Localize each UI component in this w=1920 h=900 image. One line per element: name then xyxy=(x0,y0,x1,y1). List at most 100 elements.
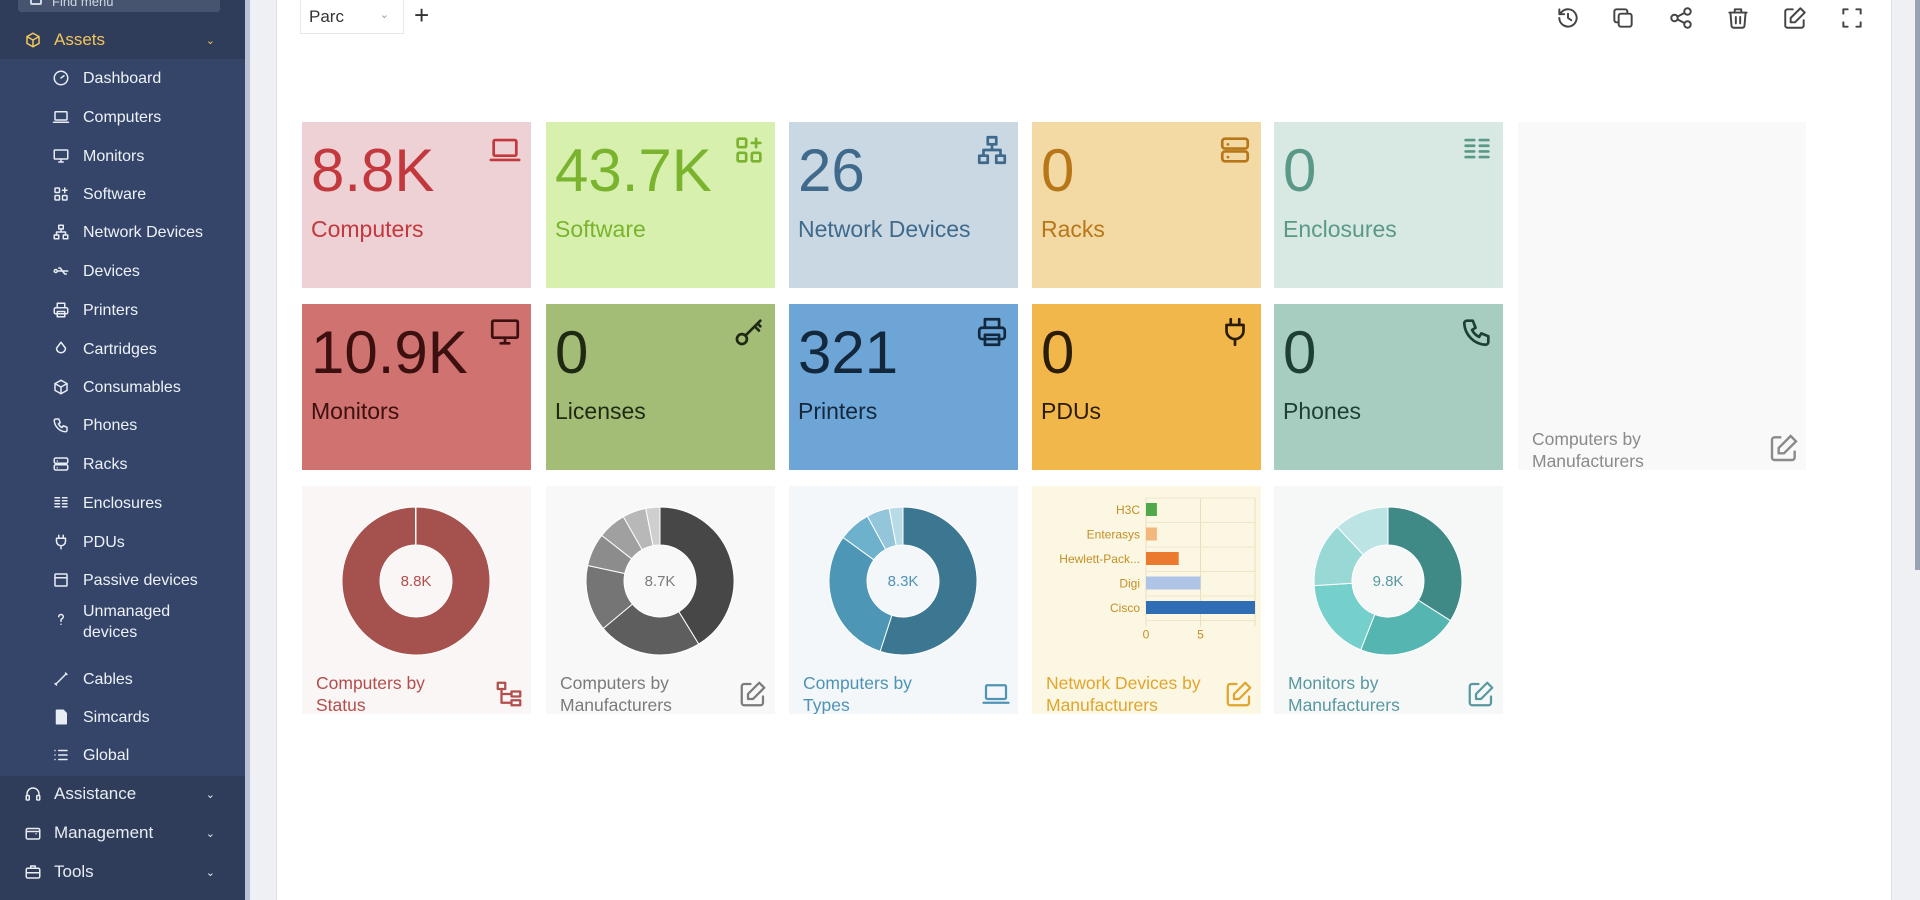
sidebar-item-passive-devices[interactable]: Passive devices xyxy=(0,561,245,599)
sidebar-item-label: Devices xyxy=(83,263,140,280)
sidebar-item-racks[interactable]: Racks xyxy=(0,445,245,483)
stat-card-monitors[interactable]: 10.9K Monitors xyxy=(302,304,531,470)
fullscreen-button[interactable] xyxy=(1838,6,1866,34)
sidebar-item-label: Simcards xyxy=(83,709,150,726)
sidebar-section-tools[interactable]: Tools ⌄ xyxy=(0,853,245,891)
sidebar-item-cartridges[interactable]: Cartridges xyxy=(0,330,245,368)
find-menu-input[interactable]: Find menu xyxy=(18,0,220,12)
stat-card-licenses[interactable]: 0 Licenses xyxy=(546,304,775,470)
sidebar-item-label: PDUs xyxy=(83,534,125,551)
dashboard-select-value: Parc xyxy=(309,7,344,26)
pie-slice[interactable] xyxy=(659,506,735,645)
stat-label: Network Devices xyxy=(798,216,971,242)
sidebar-item-pdus[interactable]: PDUs xyxy=(0,523,245,561)
server-icon xyxy=(1215,130,1255,170)
chart-card-monitors-by-manufacturers[interactable]: 9.8K Monitors by Manufacturers xyxy=(1274,486,1503,714)
pie-slice[interactable] xyxy=(879,506,978,656)
pie-slice[interactable] xyxy=(1387,506,1463,622)
pie-slice[interactable] xyxy=(828,536,893,653)
edit-icon[interactable] xyxy=(737,678,769,710)
chart-card-network-devices-by-manufacturers[interactable]: H3C Enterasys Hewlett-Pack... Digi Cisco 0 5 Ne… xyxy=(1032,486,1261,714)
bar[interactable] xyxy=(1146,576,1201,590)
stat-label: Licenses xyxy=(555,398,646,424)
stat-card-computers[interactable]: 8.8K Computers xyxy=(302,122,531,288)
sidebar-item-software[interactable]: Software xyxy=(0,175,245,213)
edit-icon[interactable] xyxy=(1768,432,1800,464)
sidebar-item-label: Dashboard xyxy=(83,70,162,87)
chart-card-computers-by-status[interactable]: 8.8K Computers by Status xyxy=(302,486,531,714)
trash-button[interactable] xyxy=(1724,6,1752,34)
stat-value: 0 xyxy=(1041,137,1075,204)
chart-center-label: 8.3K xyxy=(888,573,919,590)
sidebar-item-monitors[interactable]: Monitors xyxy=(0,137,245,175)
pie-slice[interactable] xyxy=(414,506,417,546)
sidebar-item-network-devices[interactable]: Network Devices xyxy=(0,213,245,251)
pie-slice[interactable] xyxy=(341,506,491,656)
sidebar-item-label: Cables xyxy=(83,671,133,688)
pie-slice[interactable] xyxy=(1360,599,1452,656)
sidebar-section-management[interactable]: Management ⌄ xyxy=(0,814,245,852)
stat-card-pdus[interactable]: 0 PDUs xyxy=(1032,304,1261,470)
chart-svg: 9.8K xyxy=(1313,506,1463,656)
bar[interactable] xyxy=(1146,601,1255,614)
chart-center-label: 8.8K xyxy=(401,573,432,590)
sidebar-item-dashboard[interactable]: Dashboard xyxy=(0,59,245,97)
sidebar-item-enclosures[interactable]: Enclosures xyxy=(0,484,245,522)
sidebar-section-assets[interactable]: Assets ⌄ xyxy=(0,21,245,59)
assets-submenu xyxy=(0,59,245,776)
sidebar-item-phones[interactable]: Phones xyxy=(0,406,245,444)
edit-button[interactable] xyxy=(1781,6,1809,34)
edit-icon[interactable] xyxy=(1465,678,1497,710)
printer-icon xyxy=(52,301,70,319)
phone-icon xyxy=(1457,312,1497,352)
dashboard-select[interactable]: Parc ⌄ xyxy=(300,0,404,34)
sidebar-item-unmanaged-devices[interactable]: Unmanaged devices xyxy=(0,600,245,650)
stat-card-enclosures[interactable]: 0 Enclosures xyxy=(1274,122,1503,288)
history-button[interactable] xyxy=(1554,6,1582,34)
stat-label: Printers xyxy=(798,398,878,424)
briefcase-icon xyxy=(24,863,42,881)
add-dashboard-button[interactable]: + xyxy=(414,0,430,30)
pie-slice[interactable] xyxy=(1336,506,1389,556)
sidebar-scrollbar[interactable] xyxy=(245,0,250,900)
chart-card-computers-by-manufacturers[interactable]: 8.7K Computers by Manufacturers xyxy=(546,486,775,714)
sidebar-item-global[interactable]: Global xyxy=(0,736,245,774)
sidebar-item-label: Global xyxy=(83,747,130,764)
chart-card-computers-by-types[interactable]: 8.3K Computers by Types xyxy=(789,486,1018,714)
copy-button[interactable] xyxy=(1609,6,1637,34)
sidebar-item-printers[interactable]: Printers xyxy=(0,291,245,329)
stat-label: Computers xyxy=(311,216,424,242)
wallet-icon xyxy=(24,824,42,842)
pie-slice[interactable] xyxy=(888,506,904,547)
bar[interactable] xyxy=(1146,552,1179,565)
plug-icon xyxy=(52,533,70,551)
sidebar-item-devices[interactable]: Devices xyxy=(0,252,245,290)
stat-card-printers[interactable]: 321 Printers xyxy=(789,304,1018,470)
sidebar-item-simcards[interactable]: Simcards xyxy=(0,698,245,736)
monitor-icon xyxy=(485,312,525,352)
x-tick-label: 5 xyxy=(1197,628,1204,642)
stat-card-network-devices[interactable]: 26 Network Devices xyxy=(789,122,1018,288)
stat-value: 0 xyxy=(1041,319,1075,386)
sidebar-section-assistance[interactable]: Assistance ⌄ xyxy=(0,775,245,813)
sidebar-item-label: Monitors xyxy=(83,148,145,165)
stat-card-phones[interactable]: 0 Phones xyxy=(1274,304,1503,470)
sidebar-item-label: Passive devices xyxy=(83,572,198,589)
bar[interactable] xyxy=(1146,503,1157,516)
sidebar-item-computers[interactable]: Computers xyxy=(0,98,245,136)
bar-category-label: Cisco xyxy=(1110,601,1140,615)
sidebar-item-cables[interactable]: Cables xyxy=(0,660,245,698)
share-button[interactable] xyxy=(1667,6,1695,34)
sidebar-item-label: Unmanaged devices xyxy=(83,603,171,641)
stat-label: PDUs xyxy=(1041,398,1102,424)
stat-card-racks[interactable]: 0 Racks xyxy=(1032,122,1261,288)
laptop-icon xyxy=(485,130,525,170)
page-scrollbar[interactable] xyxy=(1915,0,1920,570)
stat-card-software[interactable]: 43.7K Software xyxy=(546,122,775,288)
sidebar-item-consumables[interactable]: Consumables xyxy=(0,368,245,406)
edit-icon[interactable] xyxy=(1223,678,1255,710)
network-icon xyxy=(52,223,70,241)
bar[interactable] xyxy=(1146,527,1157,541)
pie-slice[interactable] xyxy=(645,506,661,547)
empty-widget-card[interactable]: Computers by Manufacturers xyxy=(1518,122,1806,470)
